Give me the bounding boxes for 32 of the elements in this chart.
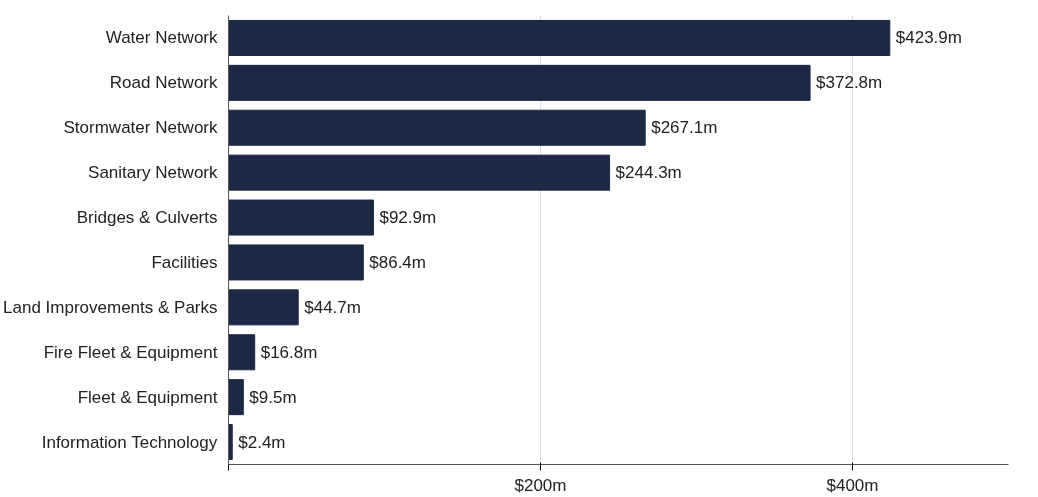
bar xyxy=(228,289,299,326)
data-label: $244.3m xyxy=(615,163,682,183)
data-label: $44.7m xyxy=(304,297,361,317)
y-tick-label: Facilities xyxy=(151,252,218,272)
data-label: $2.4m xyxy=(238,432,286,452)
data-label: $423.9m xyxy=(895,28,962,48)
data-label: $9.5m xyxy=(249,387,297,407)
data-label: $267.1m xyxy=(651,118,718,138)
data-label: $92.9m xyxy=(379,208,437,228)
y-tick-label: Bridges & Culverts xyxy=(76,208,218,228)
y-tick-label: Water Network xyxy=(105,28,218,48)
y-tick-label: Information Technology xyxy=(41,432,218,452)
x-tick-label: $400m xyxy=(826,475,879,495)
bar xyxy=(228,109,646,146)
bar xyxy=(228,64,811,101)
data-label: $16.8m xyxy=(260,342,318,362)
bar xyxy=(228,379,244,416)
y-tick-label: Fire Fleet & Equipment xyxy=(43,342,218,362)
y-tick-label: Sanitary Network xyxy=(88,163,218,183)
bar xyxy=(228,19,891,56)
y-tick-label: Fleet & Equipment xyxy=(77,387,218,407)
bar xyxy=(228,424,233,461)
bar xyxy=(228,334,256,371)
bar xyxy=(228,244,364,281)
y-tick-label: Land Improvements & Parks xyxy=(3,297,218,317)
bar xyxy=(228,154,611,191)
data-label: $86.4m xyxy=(369,252,426,272)
y-tick-label: Stormwater Network xyxy=(63,118,218,138)
x-tick-label: $200m xyxy=(514,475,567,495)
bar xyxy=(228,199,374,236)
y-tick-label: Road Network xyxy=(109,73,218,93)
data-label: $372.8m xyxy=(816,73,883,93)
